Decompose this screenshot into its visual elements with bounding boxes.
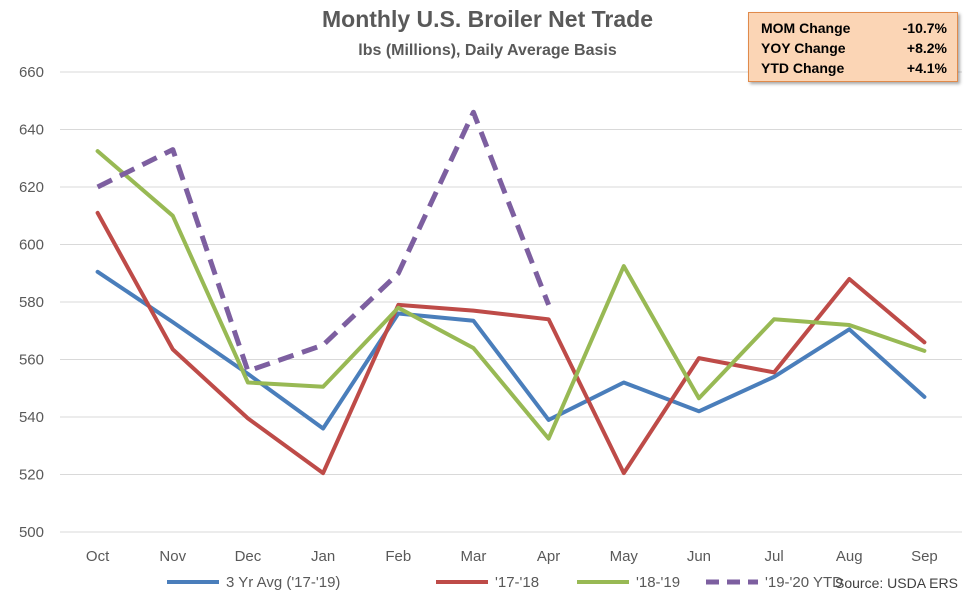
x-tick-label: May: [610, 548, 639, 565]
stat-value: +4.1%: [906, 60, 947, 76]
legend-label: '17-'18: [495, 574, 539, 591]
x-tick-label: Apr: [537, 548, 560, 565]
y-tick-label: 660: [19, 64, 44, 81]
series-line: [95, 210, 927, 476]
x-tick-label: Feb: [385, 548, 411, 565]
y-tick-label: 620: [19, 179, 44, 196]
stat-row-mom: MOM Change -10.7%: [761, 18, 947, 38]
y-tick-label: 500: [19, 524, 44, 541]
legend: 3 Yr Avg ('17-'19) '17-'18 '18-'19 '19-'20 …: [167, 574, 843, 591]
y-tick-label: 560: [19, 352, 44, 369]
stat-value: +8.2%: [906, 40, 947, 56]
stat-label: YOY Change: [761, 40, 846, 56]
chart-title: Monthly U.S. Broiler Net Trade: [322, 6, 653, 32]
change-summary-box: MOM Change -10.7% YOY Change +8.2% YTD C…: [748, 12, 958, 82]
legend-label: 3 Yr Avg ('17-'19): [226, 574, 340, 591]
legend-label: '19-'20 YTD: [765, 574, 843, 591]
source-note: Source: USDA ERS: [835, 575, 958, 591]
x-tick-label: Dec: [235, 548, 262, 565]
x-tick-label: Jun: [687, 548, 711, 565]
x-axis: Oct Nov Dec Jan Feb Mar Apr May Jun Jul Aug Sep: [86, 548, 938, 565]
y-tick-label: 520: [19, 467, 44, 484]
x-tick-label: Sep: [911, 548, 938, 565]
stat-label: YTD Change: [761, 60, 845, 76]
y-tick-label: 600: [19, 237, 44, 254]
x-tick-label: Mar: [460, 548, 486, 565]
stat-value: -10.7%: [902, 20, 947, 36]
gridlines: [60, 71, 962, 533]
legend-label: '18-'19: [636, 574, 680, 591]
y-tick-label: 640: [19, 122, 44, 139]
x-tick-label: Jan: [311, 548, 335, 565]
stat-row-ytd: YTD Change +4.1%: [761, 58, 947, 78]
series-lines: [95, 109, 927, 476]
x-tick-label: Jul: [764, 548, 783, 565]
series-line: [95, 149, 927, 441]
x-tick-label: Aug: [836, 548, 863, 565]
chart-subtitle: lbs (Millions), Daily Average Basis: [358, 42, 617, 59]
stat-label: MOM Change: [761, 20, 851, 36]
stat-row-yoy: YOY Change +8.2%: [761, 38, 947, 58]
x-tick-label: Oct: [86, 548, 110, 565]
x-tick-label: Nov: [159, 548, 186, 565]
series-line: [95, 269, 927, 431]
y-tick-label: 540: [19, 409, 44, 426]
y-axis: 500 520 540 560 580 600 620 640 660: [19, 64, 44, 541]
y-tick-label: 580: [19, 294, 44, 311]
series-line: [96, 109, 551, 374]
